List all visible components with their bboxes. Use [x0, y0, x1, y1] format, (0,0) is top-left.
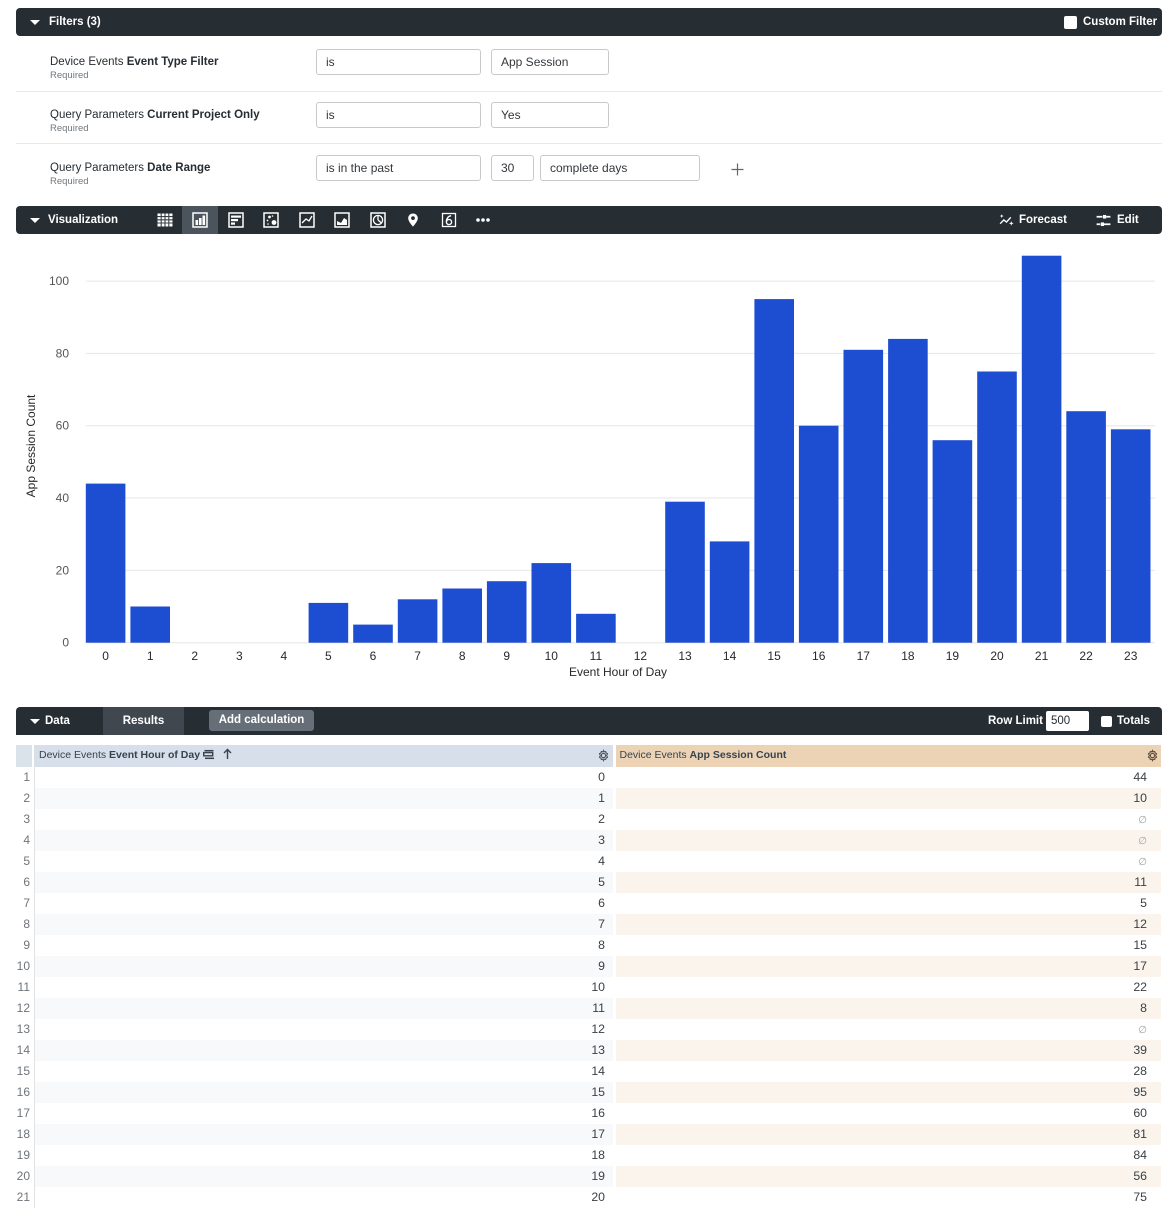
svg-text:16: 16 [812, 649, 826, 663]
svg-text:14: 14 [723, 649, 737, 663]
svg-text:19: 19 [946, 649, 960, 663]
svg-text:1: 1 [147, 649, 154, 663]
svg-text:12: 12 [634, 649, 648, 663]
svg-text:2: 2 [191, 649, 198, 663]
svg-text:23: 23 [1124, 649, 1138, 663]
svg-text:22: 22 [1079, 649, 1093, 663]
svg-text:18: 18 [901, 649, 915, 663]
svg-text:4: 4 [281, 649, 288, 663]
svg-text:20: 20 [990, 649, 1004, 663]
svg-text:0: 0 [102, 649, 109, 663]
svg-text:15: 15 [767, 649, 781, 663]
svg-text:40: 40 [56, 491, 70, 505]
svg-text:App Session Count: App Session Count [24, 394, 38, 497]
svg-text:80: 80 [56, 346, 70, 360]
svg-text:0: 0 [62, 636, 69, 650]
svg-text:11: 11 [590, 649, 603, 663]
svg-text:60: 60 [56, 419, 70, 433]
svg-text:Event Hour of Day: Event Hour of Day [569, 665, 667, 679]
svg-text:100: 100 [49, 274, 69, 288]
svg-text:20: 20 [56, 563, 70, 577]
svg-text:5: 5 [325, 649, 332, 663]
svg-text:9: 9 [503, 649, 510, 663]
svg-text:8: 8 [459, 649, 466, 663]
svg-text:6: 6 [370, 649, 377, 663]
svg-text:21: 21 [1035, 649, 1049, 663]
svg-text:10: 10 [545, 649, 559, 663]
svg-text:3: 3 [236, 649, 243, 663]
svg-text:17: 17 [857, 649, 871, 663]
svg-text:13: 13 [678, 649, 692, 663]
svg-text:7: 7 [414, 649, 421, 663]
